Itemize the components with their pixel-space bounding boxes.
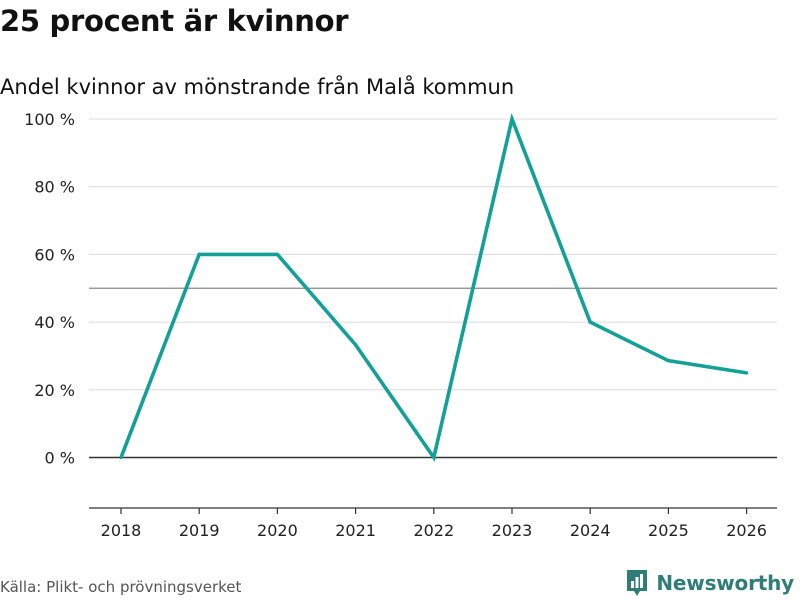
y-tick-label: 20 %: [34, 381, 75, 400]
x-tick-label: 2025: [648, 521, 689, 540]
data-point: [432, 455, 436, 460]
data-point: [354, 343, 358, 347]
y-tick-label: 80 %: [34, 178, 75, 197]
x-tick-label: 2020: [257, 521, 298, 540]
x-tick-label: 2022: [413, 521, 454, 540]
data-point: [588, 320, 592, 324]
data-point: [197, 252, 201, 256]
data-point: [666, 359, 671, 363]
data-point: [119, 455, 123, 460]
newsworthy-icon: [627, 570, 648, 596]
chart-title: 25 procent är kvinnor: [0, 4, 349, 38]
y-tick-label: 40 %: [34, 313, 75, 332]
x-tick-label: 2024: [570, 521, 611, 540]
x-tick-label: 2018: [101, 521, 142, 540]
x-tick-label: 2021: [335, 521, 376, 540]
chart-subtitle: Andel kvinnor av mönstrande från Malå ko…: [0, 75, 515, 99]
x-tick-label: 2019: [179, 521, 220, 540]
newsworthy-logo: Newsworthy: [625, 568, 794, 598]
x-tick-label: 2026: [726, 521, 767, 540]
brand-name: Newsworthy: [656, 571, 794, 595]
data-point: [510, 117, 514, 121]
data-point: [745, 371, 749, 375]
y-tick-label: 0 %: [45, 449, 75, 468]
x-tick-label: 2023: [492, 521, 533, 540]
y-tick-label: 100 %: [24, 110, 75, 129]
source-note: Källa: Plikt- och prövningsverket: [0, 578, 242, 596]
data-point: [275, 252, 279, 256]
y-tick-label: 60 %: [34, 245, 75, 264]
